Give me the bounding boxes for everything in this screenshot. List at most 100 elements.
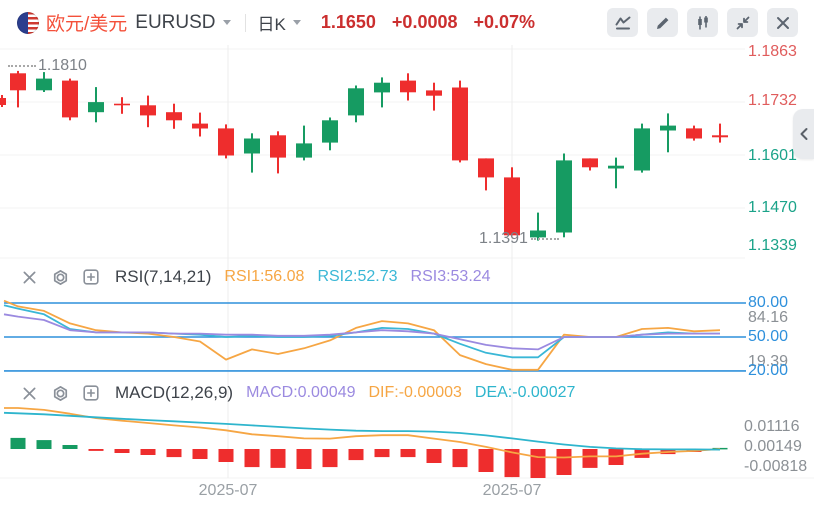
macd-add-button[interactable] bbox=[82, 384, 100, 402]
candle-body bbox=[530, 230, 546, 238]
macd-histogram-bar bbox=[530, 449, 546, 478]
close-icon bbox=[23, 387, 35, 399]
chevron-down-icon bbox=[222, 20, 231, 25]
macd-histogram-bar bbox=[166, 449, 182, 458]
macd-histogram-bar bbox=[192, 449, 208, 459]
candle-body bbox=[452, 87, 468, 161]
close-icon bbox=[776, 16, 789, 29]
candle-body bbox=[166, 112, 182, 121]
macd-settings-button[interactable] bbox=[51, 384, 69, 402]
macd-histogram-bar bbox=[374, 449, 390, 458]
panel-collapse-tab[interactable] bbox=[793, 109, 814, 159]
pair-name-chinese: 欧元/美元 bbox=[46, 14, 128, 35]
rsi-add-button[interactable] bbox=[82, 268, 100, 286]
candle-body bbox=[88, 102, 104, 113]
collapse-arrows-icon bbox=[736, 16, 749, 29]
draw-button[interactable] bbox=[647, 8, 678, 37]
macd-histogram-bar bbox=[348, 449, 364, 461]
candle-body bbox=[192, 123, 208, 129]
macd-histogram-bar bbox=[10, 437, 26, 449]
macd-line-dif bbox=[4, 407, 721, 459]
rsi-line-rsi3 bbox=[3, 313, 720, 351]
macd-header: MACD(12,26,9) MACD:0.00049 DIF:-0.00003 … bbox=[0, 378, 575, 408]
candle-body bbox=[322, 120, 338, 143]
candle-body bbox=[478, 158, 494, 178]
macd-histogram-bar bbox=[270, 449, 286, 468]
candle-body bbox=[660, 125, 676, 131]
line-chart-icon bbox=[615, 16, 630, 29]
price-change: +0.0008 bbox=[391, 12, 458, 32]
candle-body bbox=[686, 128, 702, 139]
candle-body bbox=[504, 177, 520, 236]
candle-body bbox=[374, 82, 390, 93]
candle-body bbox=[556, 160, 572, 233]
macd-histogram-bar bbox=[504, 449, 520, 478]
candle-body bbox=[582, 158, 598, 168]
candle-body bbox=[270, 135, 286, 158]
macd-histogram-bar bbox=[452, 449, 468, 468]
candle-body bbox=[62, 80, 78, 118]
candle-body bbox=[400, 80, 416, 93]
rsi1-value: RSI1:56.08 bbox=[224, 268, 305, 285]
macd-histogram-bar bbox=[114, 449, 130, 453]
rsi3-value: RSI3:53.24 bbox=[410, 268, 491, 285]
header-divider bbox=[244, 13, 246, 32]
last-price: 1.1650 bbox=[320, 12, 376, 32]
candle-body bbox=[36, 78, 52, 91]
rsi-line-rsi1 bbox=[3, 299, 721, 371]
candle-body bbox=[348, 88, 364, 116]
chart-toolbar bbox=[607, 8, 798, 37]
macd-histogram-bar bbox=[322, 449, 338, 468]
interval-selector[interactable]: 日K bbox=[258, 10, 301, 35]
pencil-icon bbox=[656, 17, 668, 29]
header-bar: 欧元/美元 EURUSD 日K 1.1650 +0.0008 +0.07% bbox=[0, 0, 814, 45]
macd-histogram-bar bbox=[582, 449, 598, 468]
collapse-chart-button[interactable] bbox=[727, 8, 758, 37]
macd-histogram-bar bbox=[712, 447, 728, 450]
macd-value: MACD:0.00049 bbox=[246, 384, 356, 401]
eurusd-flag-icon bbox=[17, 11, 39, 34]
macd-histogram-bar bbox=[426, 449, 442, 463]
dif-value: DIF:-0.00003 bbox=[368, 384, 462, 401]
candle-body bbox=[608, 165, 624, 169]
macd-histogram-bar bbox=[244, 449, 260, 468]
settings-gear-icon bbox=[53, 385, 67, 401]
rsi2-value: RSI2:52.73 bbox=[317, 268, 398, 285]
candlestick-mode-button[interactable] bbox=[687, 8, 718, 37]
interval-label: 日K bbox=[257, 15, 286, 34]
rsi-settings-button[interactable] bbox=[51, 268, 69, 286]
macd-close-button[interactable] bbox=[20, 384, 38, 402]
close-icon bbox=[23, 271, 35, 283]
candle-body bbox=[10, 73, 26, 91]
chevron-down-icon bbox=[292, 20, 301, 25]
chevron-left-icon bbox=[800, 128, 807, 140]
macd-histogram-bar bbox=[62, 445, 78, 449]
candle-body bbox=[712, 135, 728, 138]
macd-histogram-bar bbox=[400, 449, 416, 458]
candle-body bbox=[634, 128, 650, 171]
macd-line-dea bbox=[3, 411, 721, 451]
macd-histogram-bar bbox=[218, 449, 234, 462]
macd-histogram-bar bbox=[140, 449, 156, 455]
candle-body bbox=[426, 90, 442, 96]
candle-body bbox=[296, 143, 312, 158]
dea-value: DEA:-0.00027 bbox=[474, 384, 576, 401]
symbol-selector[interactable]: EURUSD bbox=[135, 11, 231, 34]
candle-body bbox=[114, 103, 130, 106]
close-chart-button[interactable] bbox=[767, 8, 798, 37]
add-plus-icon bbox=[83, 269, 99, 285]
rsi-close-button[interactable] bbox=[20, 268, 38, 286]
candlestick-icon bbox=[697, 15, 708, 29]
candle-body bbox=[218, 128, 234, 156]
line-chart-button[interactable] bbox=[607, 8, 638, 37]
macd-histogram-bar bbox=[296, 449, 312, 469]
rsi-header: RSI(7,14,21) RSI1:56.08 RSI2:52.73 RSI3:… bbox=[0, 262, 491, 292]
macd-histogram-bar bbox=[556, 449, 572, 475]
price-change-percent: +0.07% bbox=[473, 12, 536, 32]
macd-histogram-bar bbox=[36, 440, 52, 449]
symbol-label: EURUSD bbox=[135, 11, 216, 33]
macd-histogram-bar bbox=[88, 449, 104, 451]
candle-body bbox=[244, 138, 260, 154]
